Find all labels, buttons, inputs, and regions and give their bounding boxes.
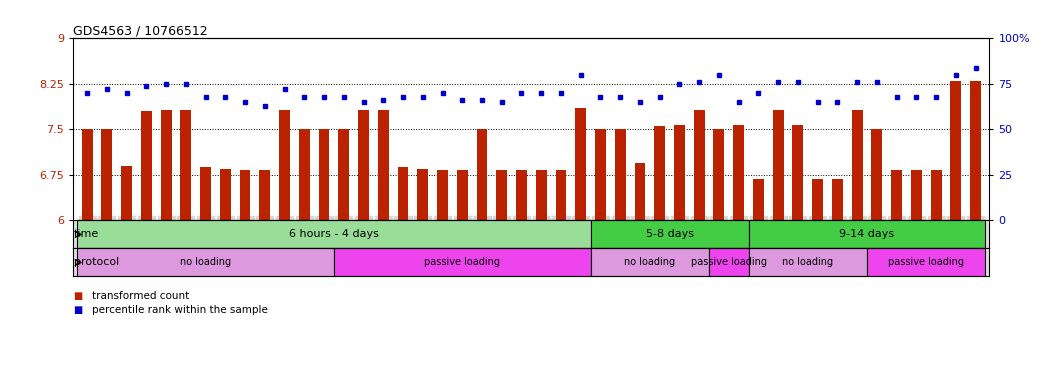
Text: ■: ■ — [73, 305, 83, 315]
Bar — [260, 170, 270, 220]
Bar — [634, 163, 645, 220]
Bar — [280, 110, 290, 220]
Bar — [318, 129, 330, 220]
Bar — [121, 166, 132, 220]
Text: no loading: no loading — [624, 258, 675, 268]
Bar — [595, 129, 606, 220]
Bar — [891, 170, 903, 220]
Bar — [102, 129, 112, 220]
Bar — [832, 179, 843, 220]
Text: transformed count: transformed count — [92, 291, 190, 301]
Bar — [141, 111, 152, 220]
Text: time: time — [73, 230, 98, 240]
Bar — [749, 248, 867, 276]
Bar — [358, 110, 369, 220]
Bar — [220, 169, 230, 220]
Bar — [556, 170, 566, 220]
Text: 9-14 days: 9-14 days — [840, 230, 894, 240]
Bar — [334, 248, 591, 276]
Bar — [733, 125, 744, 220]
Bar — [793, 125, 803, 220]
Text: no loading: no loading — [782, 258, 833, 268]
Text: 6 hours - 4 days: 6 hours - 4 days — [289, 230, 379, 240]
Bar — [654, 126, 665, 220]
Bar — [871, 129, 883, 220]
Bar — [674, 125, 685, 220]
Bar — [713, 129, 725, 220]
Bar — [749, 220, 985, 248]
Bar — [180, 110, 192, 220]
Text: protocol: protocol — [73, 258, 119, 268]
Bar — [160, 110, 172, 220]
Bar — [437, 170, 448, 220]
Bar — [338, 129, 350, 220]
Bar — [516, 170, 527, 220]
Bar — [812, 179, 823, 220]
Bar — [971, 81, 981, 220]
Bar — [378, 110, 388, 220]
Bar — [867, 248, 985, 276]
Bar — [911, 170, 921, 220]
Bar — [931, 170, 941, 220]
Bar — [773, 110, 783, 220]
Bar — [851, 110, 863, 220]
Bar — [398, 167, 408, 220]
Bar — [77, 248, 334, 276]
Text: GDS4563 / 10766512: GDS4563 / 10766512 — [73, 24, 208, 37]
Bar — [418, 169, 428, 220]
Bar — [591, 220, 749, 248]
Bar — [456, 170, 468, 220]
Text: passive loading: passive loading — [424, 258, 500, 268]
Bar — [536, 170, 547, 220]
Bar — [240, 170, 250, 220]
Bar — [476, 129, 488, 220]
Bar — [82, 129, 92, 220]
Bar — [709, 248, 749, 276]
Bar — [200, 167, 211, 220]
Bar — [753, 179, 764, 220]
Text: percentile rank within the sample: percentile rank within the sample — [92, 305, 268, 315]
Bar — [496, 170, 507, 220]
Bar — [951, 81, 961, 220]
Text: passive loading: passive loading — [888, 258, 964, 268]
Text: ■: ■ — [73, 291, 83, 301]
Bar — [77, 220, 591, 248]
Bar — [615, 129, 626, 220]
Text: no loading: no loading — [180, 258, 231, 268]
Bar — [694, 110, 705, 220]
Text: 5-8 days: 5-8 days — [646, 230, 693, 240]
Bar — [575, 108, 586, 220]
Text: passive loading: passive loading — [691, 258, 766, 268]
Bar — [591, 248, 709, 276]
Bar — [298, 129, 310, 220]
